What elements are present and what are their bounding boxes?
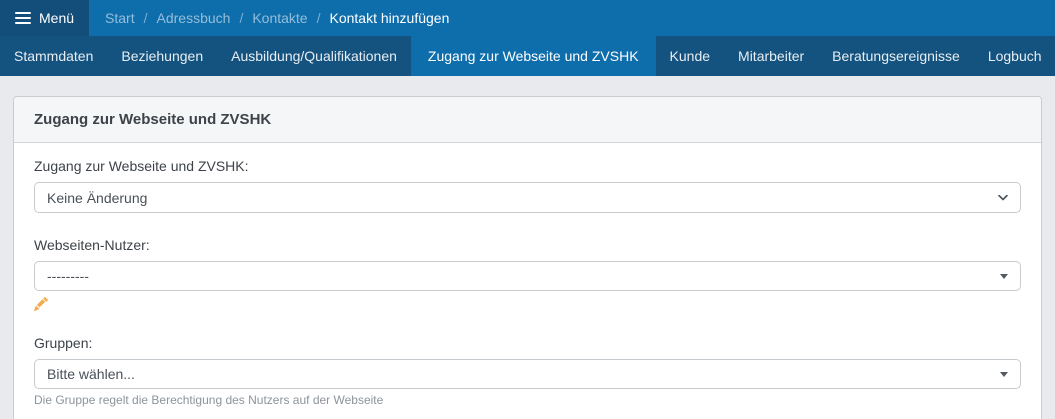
menu-button-label: Menü — [39, 10, 75, 26]
field-zugang-label: Zugang zur Webseite und ZVSHK: — [34, 158, 249, 174]
tab-mitarbeiter[interactable]: Mitarbeiter — [738, 48, 805, 64]
tabbar: Stammdaten Beziehungen Ausbildung/Qualif… — [0, 36, 1055, 76]
field-webseiten-nutzer-label: Webseiten-Nutzer: — [34, 237, 150, 253]
tab-kunde[interactable]: Kunde — [669, 48, 711, 64]
gruppen-help-text: Die Gruppe regelt die Berechtigung des N… — [34, 393, 384, 407]
zugang-select[interactable]: Keine Änderung — [34, 182, 1021, 213]
chevron-down-icon — [998, 194, 1008, 201]
tab-stammdaten[interactable]: Stammdaten — [14, 48, 94, 64]
breadcrumb-item-adressbuch[interactable]: Adressbuch — [156, 10, 231, 26]
field-gruppen-label: Gruppen: — [34, 335, 93, 351]
tab-beratungsereignisse[interactable]: Beratungsereignisse — [832, 48, 960, 64]
breadcrumb-item-kontakte[interactable]: Kontakte — [252, 10, 308, 26]
panel-body: Zugang zur Webseite und ZVSHK: Keine Änd… — [14, 143, 1041, 419]
topbar: Menü Start / Adressbuch / Kontakte / Kon… — [0, 0, 1055, 36]
zugang-select-value: Keine Änderung — [47, 189, 148, 206]
breadcrumb-item-start[interactable]: Start — [105, 10, 135, 26]
triangle-down-icon — [1000, 372, 1008, 377]
breadcrumb-item-current: Kontakt hinzufügen — [329, 10, 450, 26]
triangle-down-icon — [1000, 274, 1008, 279]
panel-title: Zugang zur Webseite und ZVSHK — [14, 97, 1041, 143]
pencil-icon[interactable] — [34, 296, 49, 311]
breadcrumb: Start / Adressbuch / Kontakte / Kontakt … — [105, 0, 449, 36]
field-zugang: Zugang zur Webseite und ZVSHK: Keine Änd… — [34, 158, 1021, 213]
main-content: Zugang zur Webseite und ZVSHK Zugang zur… — [0, 76, 1055, 419]
form-panel: Zugang zur Webseite und ZVSHK Zugang zur… — [13, 96, 1042, 419]
breadcrumb-separator: / — [143, 10, 148, 26]
tab-logbuch[interactable]: Logbuch — [987, 48, 1042, 64]
hamburger-icon — [15, 12, 31, 24]
field-webseiten-nutzer: Webseiten-Nutzer: --------- — [34, 237, 1021, 311]
menu-button[interactable]: Menü — [0, 0, 90, 36]
breadcrumb-separator: / — [239, 10, 244, 26]
gruppen-select[interactable]: Bitte wählen... — [34, 359, 1021, 389]
gruppen-select-value: Bitte wählen... — [47, 366, 135, 382]
tab-ausbildung-qualifikationen[interactable]: Ausbildung/Qualifikationen — [231, 48, 397, 64]
tab-zugang-webseite-zvshk[interactable]: Zugang zur Webseite und ZVSHK — [410, 36, 656, 76]
webseiten-nutzer-select[interactable]: --------- — [34, 261, 1021, 291]
field-gruppen: Gruppen: Bitte wählen... Die Gruppe rege… — [34, 335, 1021, 407]
breadcrumb-separator: / — [316, 10, 321, 26]
tab-beziehungen[interactable]: Beziehungen — [121, 48, 204, 64]
webseiten-nutzer-select-value: --------- — [47, 268, 89, 284]
